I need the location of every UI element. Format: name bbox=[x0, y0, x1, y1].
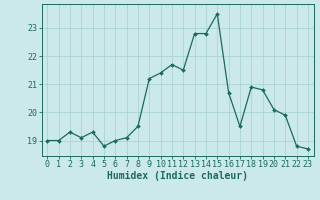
X-axis label: Humidex (Indice chaleur): Humidex (Indice chaleur) bbox=[107, 171, 248, 181]
